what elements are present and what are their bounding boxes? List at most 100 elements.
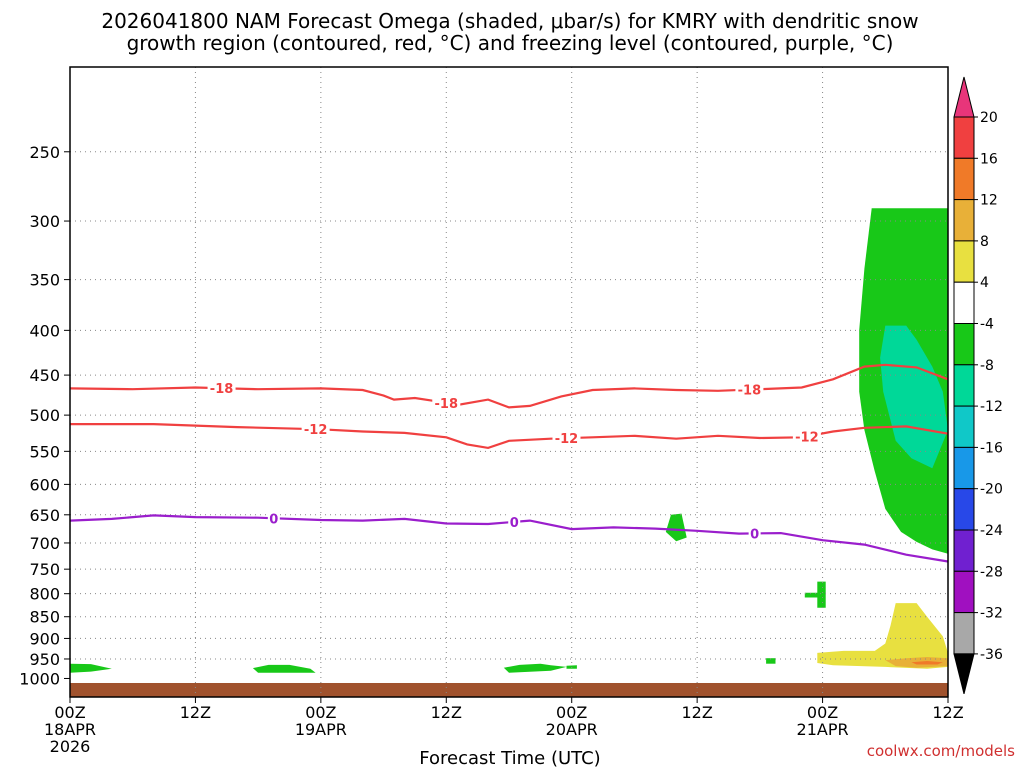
omega-region (804, 581, 826, 608)
plot-area: -18 -18 -18 -12 -12 -12 0 0 0 (69, 66, 949, 698)
colorbar-label: 12 (980, 193, 998, 209)
contour-label: -12 (304, 423, 328, 438)
contour-label: -18 (210, 382, 234, 397)
y-axis: 250 300 350 400 450 500 550 600 650 700 750 800 850 9… (19, 143, 70, 688)
omega-region (766, 658, 776, 664)
colorbar-segment (953, 612, 975, 655)
omega-region (880, 325, 948, 469)
colorbar-label: -16 (980, 440, 1003, 456)
y-tick-label: 450 (29, 366, 60, 385)
colorbar-segment (953, 199, 975, 242)
colorbar-segment (953, 281, 975, 325)
y-tick-label: 1000 (19, 669, 60, 688)
y-tick-label: 400 (29, 321, 60, 340)
x-tick-label: 18APR (44, 720, 96, 739)
contour-line (69, 514, 949, 563)
contour-line (69, 363, 949, 409)
x-tick-label: 00Z (305, 703, 336, 722)
contour-label-bg (552, 430, 581, 447)
colorbar-label: 16 (980, 151, 998, 167)
colorbar-segment (953, 116, 975, 159)
contour-label-bg (735, 381, 764, 398)
colorbar-top-triangle (953, 76, 975, 118)
x-tick-label: 12Z (180, 703, 211, 722)
contour-label: -18 (435, 397, 459, 412)
omega-region (817, 603, 948, 669)
x-axis-label: Forecast Time (UTC) (419, 748, 600, 768)
contour-lines: -18 -18 -18 -12 -12 -12 0 0 0 (69, 363, 949, 563)
colorbar-label: -4 (980, 317, 994, 333)
x-tick-label: 12Z (431, 703, 462, 722)
contour-label-bg (748, 525, 761, 542)
contour-label: -18 (738, 384, 762, 399)
chart-title-line1: 2026041800 NAM Forecast Omega (shaded, μ… (101, 9, 918, 33)
colorbar-label: 8 (980, 234, 989, 250)
x-tick-label: 2026 (50, 737, 91, 756)
colorbar-label: -36 (980, 647, 1003, 663)
y-tick-label: 550 (29, 442, 60, 461)
colorbar-segment (953, 488, 975, 531)
y-tick-label: 800 (29, 585, 60, 604)
plot-frame (69, 66, 949, 698)
contour-label: 0 (510, 516, 519, 531)
contour-label: -12 (795, 430, 819, 445)
colorbar-segment (953, 405, 975, 448)
contour-label: 0 (750, 527, 759, 542)
colorbar-segment (953, 364, 975, 407)
y-tick-label: 950 (29, 650, 60, 669)
colorbar: 20 16 12 8 4 -4 -8 -12 -16 -20 -24 -28 -32 -36 (953, 76, 1003, 695)
y-tick-label: 350 (29, 271, 60, 290)
x-tick-label: 00Z (54, 703, 85, 722)
chart-title-line2: growth region (contoured, red, °C) and f… (127, 31, 894, 55)
x-tick-label: 20APR (546, 720, 598, 739)
omega-region (70, 663, 112, 673)
contour-label-bg (301, 421, 330, 438)
colorbar-segment (953, 570, 975, 614)
contour-label-bg (508, 513, 521, 530)
colorbar-segment (953, 240, 975, 283)
y-tick-label: 300 (29, 212, 60, 231)
omega-shading (70, 208, 948, 673)
contour-label: 0 (269, 512, 278, 527)
omega-region (503, 663, 567, 673)
colorbar-bottom-triangle (953, 653, 975, 695)
y-tick-label: 700 (29, 534, 60, 553)
contour-label-bg (792, 428, 821, 445)
contour-label-bg (207, 380, 236, 397)
colorbar-label: -8 (980, 358, 994, 374)
terrain-fill (70, 682, 948, 697)
y-tick-label: 500 (29, 406, 60, 425)
grid-lines (70, 67, 948, 697)
colorbar-segment (953, 446, 975, 490)
credit-text: coolwx.com/models (867, 742, 1015, 760)
y-tick-label: 900 (29, 629, 60, 648)
y-tick-label: 250 (29, 143, 60, 162)
colorbar-label: -12 (980, 399, 1003, 415)
omega-region (911, 661, 943, 665)
y-tick-label: 750 (29, 560, 60, 579)
y-tick-label: 600 (29, 475, 60, 494)
omega-region (252, 664, 316, 673)
colorbar-segment (953, 323, 975, 366)
omega-region (665, 513, 687, 542)
x-tick-label: 12Z (932, 703, 963, 722)
colorbar-label: 20 (980, 110, 998, 126)
x-tick-label: 00Z (556, 703, 587, 722)
contour-label-bg (267, 510, 280, 527)
colorbar-label: -32 (980, 606, 1003, 622)
colorbar-label: -24 (980, 523, 1003, 539)
contour-line (70, 423, 949, 450)
x-tick-label: 12Z (681, 703, 712, 722)
contour-label: -12 (555, 432, 579, 447)
x-tick-label: 00Z (807, 703, 838, 722)
y-tick-label: 650 (29, 506, 60, 525)
colorbar-label: -20 (980, 482, 1003, 498)
colorbar-label: 4 (980, 275, 989, 291)
x-tick-label: 19APR (295, 720, 347, 739)
x-tick-label: 21APR (797, 720, 849, 739)
colorbar-label: -28 (980, 564, 1003, 580)
contour-label-bg (432, 395, 461, 412)
y-tick-label: 850 (29, 608, 60, 627)
colorbar-segment (953, 529, 975, 572)
